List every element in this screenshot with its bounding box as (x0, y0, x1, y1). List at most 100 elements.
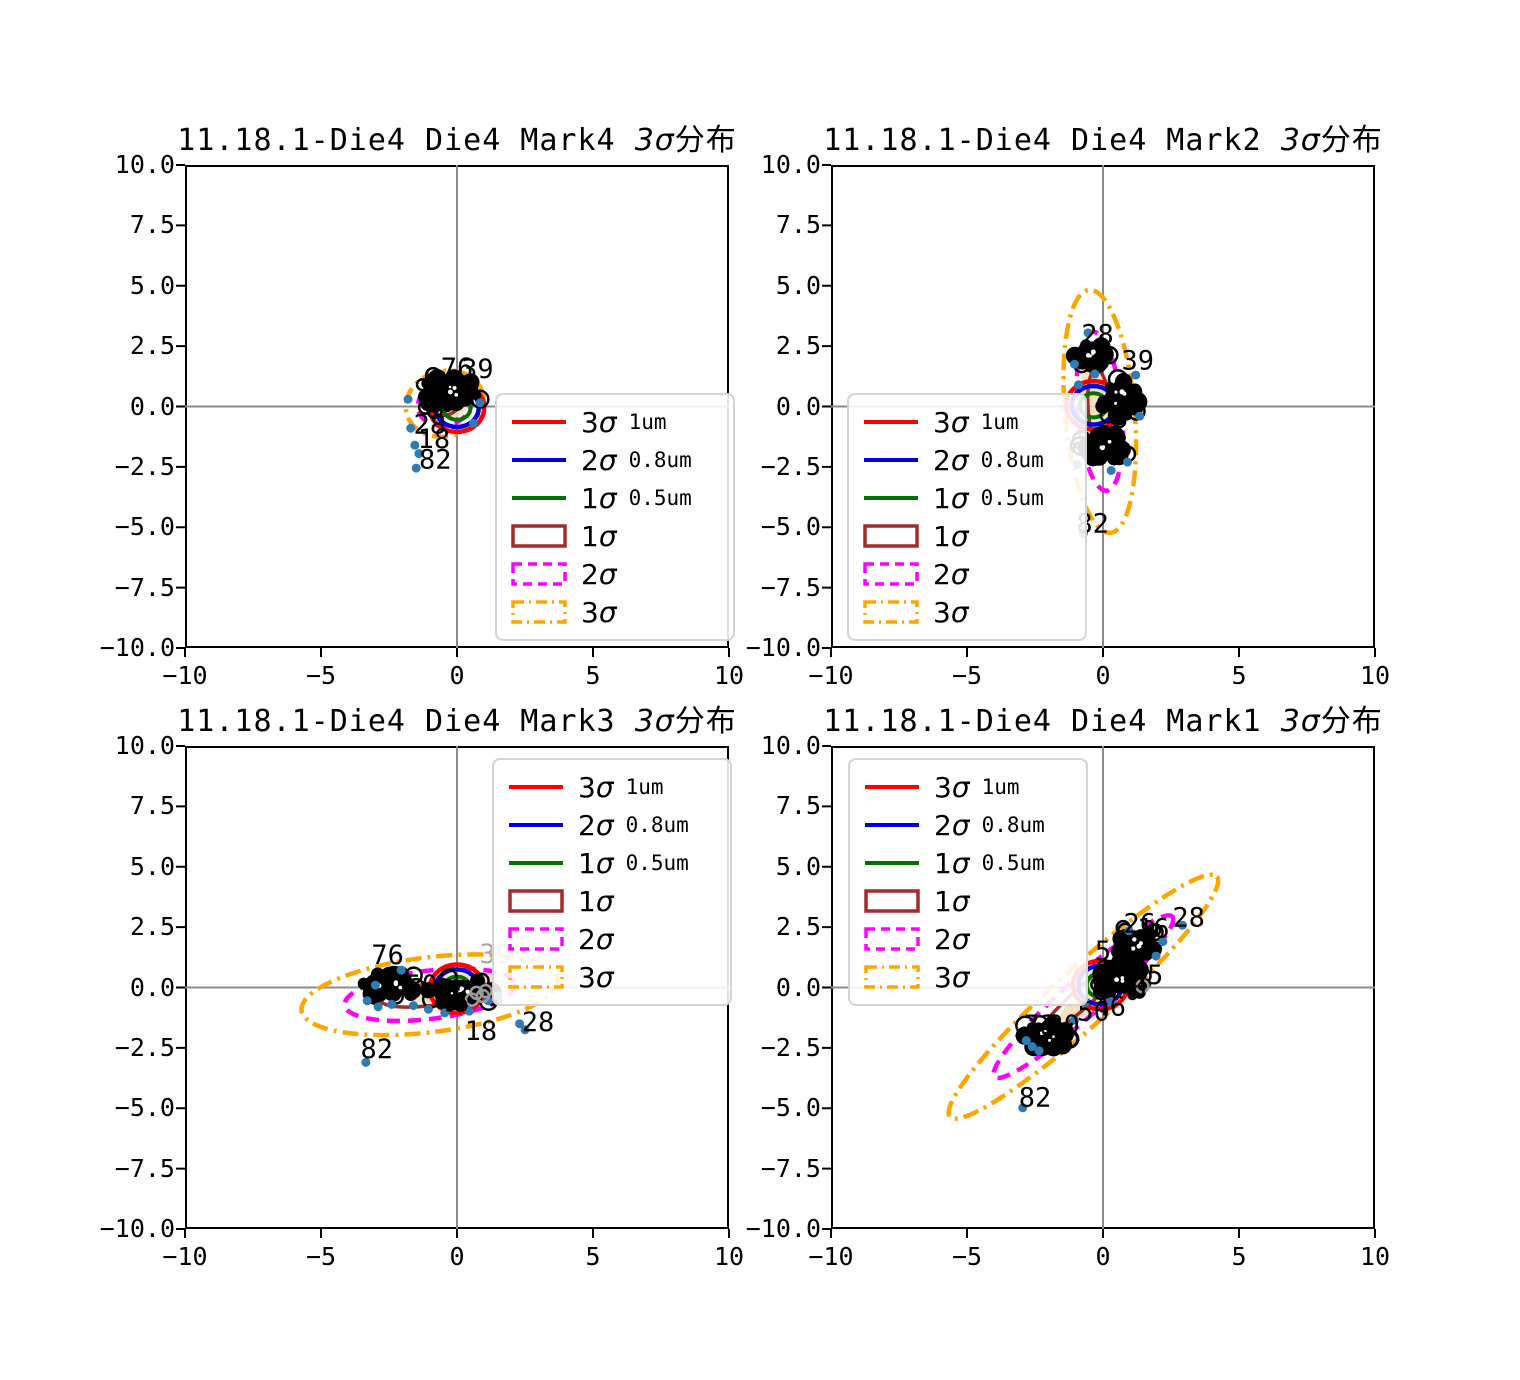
y-tick-label: −7.5 (760, 1153, 821, 1183)
scatter-point (1131, 370, 1141, 380)
scatter-point (370, 980, 380, 990)
y-tick-label: −5.0 (760, 512, 821, 542)
y-tick-label: 10.0 (114, 150, 175, 179)
legend-key-3sigma-line (509, 785, 563, 789)
legend-entry: 2σ (862, 920, 1078, 958)
legend-key-2sigma-ellipse (864, 927, 920, 951)
sigma-legend: 3σ 1um 2σ 0.8um 1σ 0.5um 1σ 2σ 3σ (495, 393, 735, 641)
scatter-point (396, 965, 406, 975)
legend-label-spec: 1um (625, 775, 664, 799)
y-tick-label: 10.0 (760, 150, 821, 179)
gray-marker (478, 983, 493, 999)
scatter-point (468, 418, 478, 428)
legend-label-spec: 0.8um (625, 813, 689, 837)
legend-entry: 2σ 0.8um (509, 441, 725, 479)
y-tick-label: 2.5 (129, 912, 175, 942)
scatter-point (1018, 1103, 1028, 1113)
x-tick-label: 10 (713, 1242, 745, 1271)
legend-key-1sigma-ellipse (511, 524, 567, 548)
x-tick-label: 5 (585, 1242, 601, 1271)
subplot-mark2: 11.18.1-Die4 Die4 Mark2 3σ分布 28 39 82 3σ 1u… (746, 123, 1390, 690)
title-sigma: 3σ (1280, 704, 1321, 739)
legend-label-sigma: 1σ (934, 846, 970, 880)
y-tick-label: 2.5 (775, 912, 821, 942)
sigma-legend: 3σ 1um 2σ 0.8um 1σ 0.5um 1σ 2σ 3σ (848, 758, 1088, 1006)
y-tick-label: −5.0 (114, 512, 175, 542)
y-tick-label: −5.0 (760, 1093, 821, 1123)
legend-key-1sigma-line (512, 496, 566, 500)
point-label: 82 (361, 1034, 394, 1065)
legend-label-spec: 0.5um (625, 851, 689, 875)
gray-marker (1135, 979, 1150, 994)
legend-entry: 2σ 0.8um (861, 441, 1077, 479)
legend-entry: 2σ (861, 555, 1077, 593)
legend-label-sigma: 3σ (934, 960, 970, 994)
scatter-point (1122, 457, 1132, 467)
subplot-mark1: 11.18.1-Die4 Die4 Mark1 3σ分布 26 16 28 45 5 8 5… (746, 704, 1390, 1271)
y-tick-label: −2.5 (114, 1032, 175, 1062)
title-text: 11.18.1-Die4 Die4 Mark1 (823, 704, 1281, 739)
scatter-point (1021, 1036, 1031, 1046)
title-sigma: 3σ (634, 123, 675, 158)
legend-entry: 3σ (861, 593, 1077, 631)
sigma-legend: 3σ 1um 2σ 0.8um 1σ 0.5um 1σ 2σ 3σ (492, 758, 732, 1006)
y-tick-label: 5.0 (129, 851, 175, 881)
legend-entry: 1σ 0.5um (862, 844, 1078, 882)
y-tick-label: 2.5 (775, 331, 821, 361)
x-tick-label: −10 (808, 1242, 854, 1271)
scatter-point (1034, 1046, 1044, 1056)
y-tick-label: −2.5 (760, 1032, 821, 1062)
legend-label-spec: 1um (980, 410, 1019, 434)
legend-label-sigma: 1σ (934, 884, 970, 918)
y-tick-label: 10.0 (760, 731, 821, 760)
legend-label-sigma: 2σ (934, 922, 970, 956)
scatter-point (362, 996, 372, 1006)
point-label: 18 (418, 424, 451, 455)
point-label: 50 (405, 970, 438, 1001)
y-tick-label: −10.0 (99, 633, 175, 662)
subplot-mark4: 11.18.1-Die4 Die4 Mark4 3σ分布 76 39 28 18 82 … (100, 123, 744, 690)
point-label: 28 (1172, 902, 1205, 933)
point-label: 46 (1094, 991, 1127, 1022)
legend-entry: 2σ (509, 555, 725, 593)
point-label: 8 (1130, 973, 1146, 1004)
legend-label-sigma: 3σ (581, 405, 617, 439)
scatter-point (440, 1008, 450, 1018)
legend-label-sigma: 1σ (578, 884, 614, 918)
point-label: 18 (465, 1016, 498, 1047)
x-tick-label: 0 (449, 1242, 465, 1271)
legend-label-sigma: 2σ (934, 808, 970, 842)
y-tick-label: 5.0 (775, 851, 821, 881)
legend-label-spec: 0.5um (981, 851, 1045, 875)
legend-label-sigma: 2σ (581, 443, 617, 477)
legend-key-3sigma-line (512, 420, 566, 424)
legend-entry: 2σ 0.8um (506, 806, 722, 844)
x-tick-label: 0 (1095, 1242, 1111, 1271)
point-label: 28 (414, 410, 447, 441)
title-suffix: 分布 (1320, 123, 1383, 158)
legend-key-3sigma-ellipse (863, 600, 919, 624)
x-tick-label: −5 (951, 1242, 983, 1271)
y-tick-label: 7.5 (129, 791, 175, 821)
legend-label-spec: 1um (981, 775, 1020, 799)
y-tick-label: 7.5 (129, 210, 175, 240)
scatter-point (1151, 951, 1161, 961)
scatter-point (1074, 380, 1084, 390)
title-text: 11.18.1-Die4 Die4 Mark4 (177, 123, 635, 158)
scatter-point (373, 1002, 383, 1012)
scatter-point (1106, 997, 1116, 1007)
legend-label-sigma: 1σ (581, 519, 617, 553)
point-label: 39 (461, 354, 494, 385)
legend-label-spec: 0.8um (980, 448, 1044, 472)
title-text: 11.18.1-Die4 Die4 Mark3 (177, 704, 635, 739)
point-label: 76 (441, 353, 474, 384)
scatter-point (410, 440, 420, 450)
scatter-point (1135, 411, 1145, 421)
x-tick-label: −5 (305, 661, 337, 690)
legend-entry: 1σ 0.5um (509, 479, 725, 517)
scatter-point (1069, 1015, 1079, 1025)
point-label: 30 (1047, 1010, 1080, 1041)
x-tick-label: −10 (162, 1242, 208, 1271)
y-tick-label: −7.5 (760, 572, 821, 602)
